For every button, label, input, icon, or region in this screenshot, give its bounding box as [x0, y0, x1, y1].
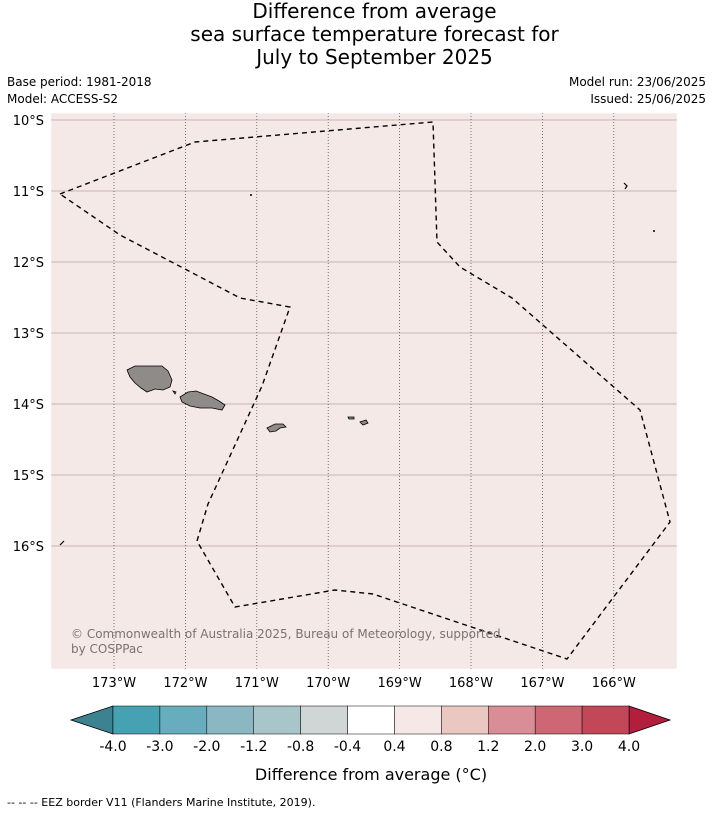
issued-date: Issued: 25/06/2025 — [590, 92, 706, 106]
eez-border-samoa — [59, 121, 671, 660]
copyright-line-2: by COSPPac — [71, 642, 143, 656]
colorbar-tick-label: -0.4 — [334, 739, 361, 755]
title-line-1: Difference from average — [252, 0, 497, 23]
colorbar-tick-label: 2.0 — [524, 739, 546, 755]
colorbar-segment — [159, 705, 208, 735]
lat-label: 13°S — [13, 327, 44, 342]
colorbar-tick-label: -1.2 — [240, 739, 267, 755]
colorbar: -4.0 -3.0 -2.0 -1.2 -0.8 -0.4 0.4 0.8 1.2 2.0 3.0 4… — [69, 705, 672, 755]
colorbar-label: Difference from average (°C) — [255, 765, 487, 784]
colorbar-segment — [300, 705, 348, 735]
lat-label: 11°S — [13, 185, 44, 200]
graticule — [51, 113, 677, 669]
lat-label: 10°S — [13, 114, 44, 129]
colorbar-segment — [112, 705, 161, 735]
ofu-island — [266, 423, 287, 433]
model-run: Model run: 23/06/2025 — [568, 75, 706, 89]
islet-1 — [347, 416, 355, 420]
islet-6 — [59, 540, 65, 546]
lon-label: 170°W — [306, 676, 350, 691]
colorbar-tick-label: 4.0 — [618, 739, 640, 755]
colorbar-tick-label: -2.0 — [193, 739, 220, 755]
colorbar-segment — [581, 705, 630, 735]
islet-3 — [250, 194, 252, 196]
ocean-area — [51, 113, 677, 669]
lat-label: 15°S — [13, 469, 44, 484]
lat-label: 16°S — [13, 540, 44, 555]
colorbar-tick-label: 3.0 — [571, 739, 593, 755]
tutuila-island — [179, 390, 226, 411]
colorbar-tick-label: -4.0 — [99, 739, 126, 755]
title-line-2: sea surface temperature forecast for — [190, 22, 559, 46]
title-line-3: July to September 2025 — [256, 45, 493, 69]
tau-island — [359, 419, 369, 426]
base-info: Base period: 1981-2018 Model: ACCESS-S2 — [7, 74, 152, 108]
islet-4 — [653, 230, 655, 232]
lat-label: 12°S — [13, 256, 44, 271]
lon-label: 166°W — [592, 676, 636, 691]
latitude-labels: 10°S 11°S 12°S 13°S 14°S 15°S 16°S — [13, 114, 44, 555]
longitude-labels: 173°W 172°W 171°W 170°W 169°W 168°W 167°W 166°W — [92, 676, 636, 691]
colorbar-tick-label: -3.0 — [146, 739, 173, 755]
lon-label: 172°W — [163, 676, 207, 691]
colorbar-tick-label: -0.8 — [287, 739, 314, 755]
colorbar-tick-label: 0.4 — [383, 739, 405, 755]
colorbar-segment — [206, 705, 254, 735]
islet-2 — [172, 390, 177, 395]
model-name: Model: ACCESS-S2 — [7, 92, 119, 106]
colorbar-segment — [253, 705, 301, 735]
colorbar-segment — [347, 705, 395, 735]
colorbar-segment — [534, 705, 583, 735]
colorbar-segment — [488, 705, 536, 735]
colorbar-tick-label: 1.2 — [477, 739, 499, 755]
run-info: Model run: 23/06/2025 Issued: 25/06/2025 — [569, 74, 706, 108]
lon-label: 171°W — [235, 676, 279, 691]
copyright-line-1: © Commonwealth of Australia 2025, Bureau… — [71, 627, 501, 641]
islet-5 — [623, 182, 628, 190]
lon-label: 167°W — [520, 676, 564, 691]
colorbar-under-arrow — [69, 705, 114, 735]
lat-label: 14°S — [13, 398, 44, 413]
upolu-island — [126, 365, 173, 393]
map-title: Difference from average sea surface temp… — [0, 0, 713, 69]
lon-label: 169°W — [378, 676, 422, 691]
colorbar-segment — [441, 705, 489, 735]
colorbar-over-arrow — [628, 705, 672, 735]
lon-label: 168°W — [449, 676, 493, 691]
colorbar-tick-label: 0.8 — [430, 739, 452, 755]
lon-label: 173°W — [92, 676, 136, 691]
base-period: Base period: 1981-2018 — [7, 75, 152, 89]
eez-footnote: -- -- -- EEZ border V11 (Flanders Marine… — [7, 796, 316, 809]
colorbar-segment — [394, 705, 442, 735]
